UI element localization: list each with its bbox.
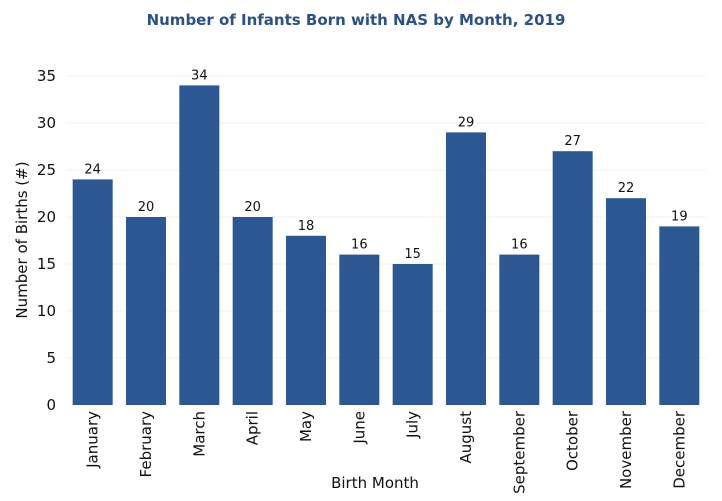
bar [446, 132, 486, 405]
bar [179, 85, 220, 406]
category-labels: January February March April May June July Augu… [84, 410, 689, 494]
value-label: 34 [191, 68, 208, 83]
category-label: December [670, 410, 688, 489]
bar [72, 179, 113, 405]
y-tick-label: 25 [37, 161, 56, 179]
bars [72, 85, 700, 406]
value-label: 22 [618, 181, 635, 196]
value-label: 27 [564, 134, 581, 149]
value-label: 16 [511, 238, 528, 253]
bar [232, 217, 273, 405]
chart-title: Number of Infants Born with NAS by Month… [147, 11, 566, 29]
category-label: February [137, 411, 155, 478]
value-label: 18 [298, 219, 315, 234]
category-label: August [457, 411, 475, 464]
y-tick-label: 10 [37, 302, 56, 320]
value-label: 16 [351, 238, 368, 253]
bar [499, 254, 540, 405]
y-tick-label: 35 [37, 67, 56, 85]
gridlines [66, 75, 706, 359]
bar [606, 198, 646, 405]
value-label: 19 [671, 209, 688, 224]
y-axis-title: Number of Births (#) [13, 161, 31, 318]
y-tick-labels: 0 5 10 15 20 25 30 35 [37, 67, 56, 414]
bar [286, 235, 326, 405]
bar [552, 151, 593, 405]
value-label: 29 [458, 115, 475, 130]
category-label: May [297, 411, 315, 442]
y-tick-label: 20 [37, 208, 56, 226]
category-label: March [190, 411, 208, 457]
category-label: November [617, 410, 635, 489]
x-axis-title: Birth Month [331, 474, 419, 492]
value-label: 20 [244, 200, 261, 215]
category-label: September [510, 410, 528, 494]
bar [659, 226, 700, 405]
category-label: January [84, 411, 102, 469]
bar [126, 217, 166, 405]
value-label: 20 [138, 200, 155, 215]
value-label: 24 [84, 162, 101, 177]
category-label: July [404, 411, 422, 439]
y-tick-label: 15 [37, 255, 56, 273]
bar [339, 254, 380, 405]
category-label: October [564, 410, 582, 471]
category-label: June [350, 411, 368, 445]
value-label: 15 [404, 247, 421, 262]
category-label: April [244, 411, 262, 445]
y-tick-label: 0 [46, 396, 56, 414]
bar [392, 264, 433, 405]
value-labels: 24 20 34 20 18 16 15 29 16 27 22 19 [84, 68, 687, 262]
y-tick-label: 5 [46, 349, 56, 367]
y-tick-label: 30 [37, 114, 56, 132]
